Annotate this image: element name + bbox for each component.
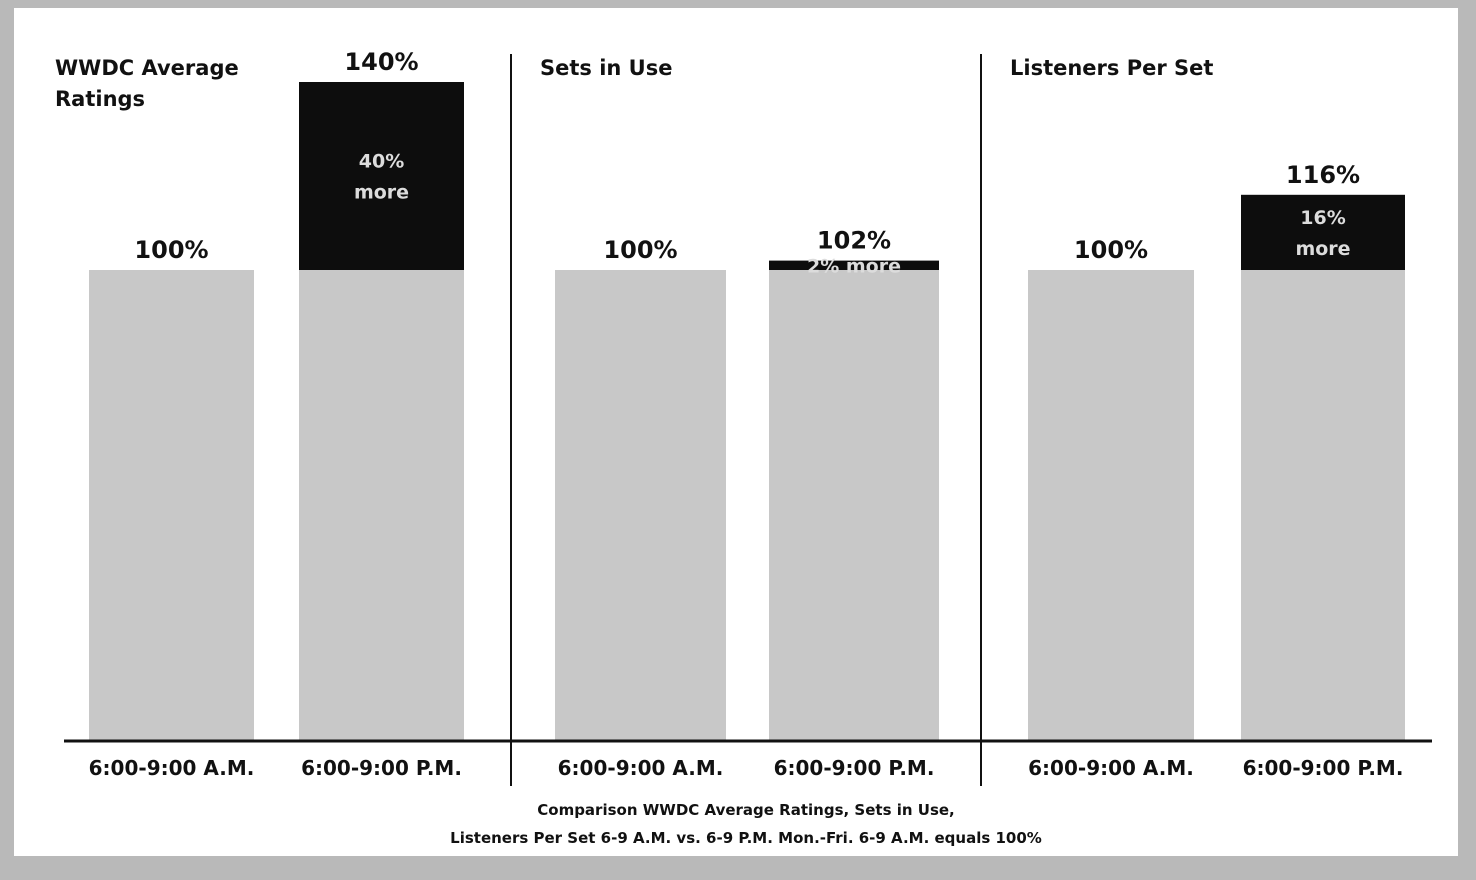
bar-increase [1241, 194, 1405, 270]
caption-line: Listeners Per Set 6-9 A.M. vs. 6-9 P.M. … [450, 829, 1042, 847]
chart-panel [14, 8, 1458, 856]
increase-label: 16% [1300, 207, 1345, 229]
increase-label: more [1295, 238, 1350, 260]
increase-label: more [354, 182, 409, 204]
value-label: 140% [344, 48, 418, 76]
chart-title-line: Sets in Use [540, 56, 672, 80]
value-label: 100% [134, 236, 208, 264]
bar-base [89, 270, 254, 740]
value-label: 102% [817, 227, 891, 255]
category-label: 6:00-9:00 P.M. [301, 756, 462, 780]
increase-label: 40% [359, 151, 404, 173]
caption-line: Comparison WWDC Average Ratings, Sets in… [537, 801, 955, 819]
bar-base [1028, 270, 1194, 740]
value-label: 100% [1074, 236, 1148, 264]
increase-label: 2% more [807, 255, 901, 277]
bar-base [299, 270, 464, 740]
bar-base [555, 270, 726, 740]
bar-increase [299, 82, 464, 270]
bar-base [769, 270, 939, 740]
chart-title-line: Listeners Per Set [1010, 56, 1213, 80]
chart-title-line: Ratings [55, 87, 145, 111]
value-label: 100% [603, 236, 677, 264]
category-label: 6:00-9:00 A.M. [89, 756, 255, 780]
category-label: 6:00-9:00 A.M. [558, 756, 724, 780]
category-label: 6:00-9:00 A.M. [1028, 756, 1194, 780]
value-label: 116% [1286, 161, 1360, 189]
category-label: 6:00-9:00 P.M. [774, 756, 935, 780]
chart-title-line: WWDC Average [55, 56, 239, 80]
category-label: 6:00-9:00 P.M. [1243, 756, 1404, 780]
bar-increase [769, 260, 939, 270]
bar-base [1241, 270, 1405, 740]
